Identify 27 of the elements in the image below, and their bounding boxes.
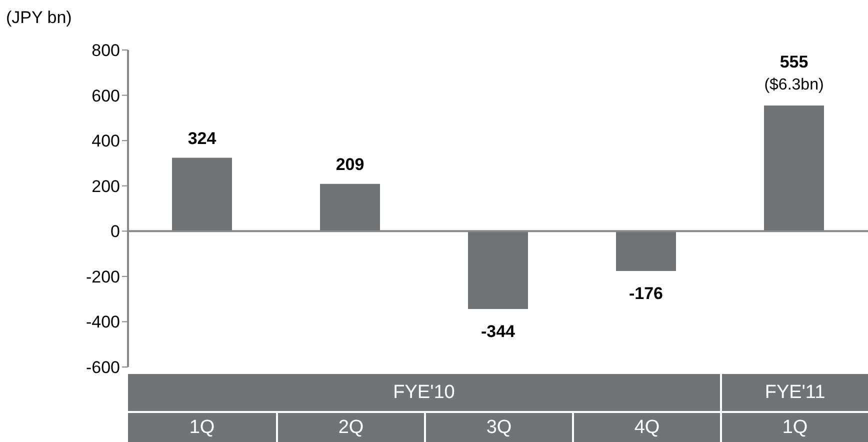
y-tick-label: -200 [86, 267, 120, 286]
bar [320, 184, 380, 232]
x-tick-label: 3Q [426, 413, 572, 442]
data-label: -344 [480, 322, 516, 342]
y-tick-label: -600 [86, 358, 120, 378]
y-tick-label: 0 [110, 222, 120, 242]
data-label: -176 [628, 284, 664, 303]
bar [616, 231, 676, 271]
data-label: 209 [336, 154, 364, 174]
bar [764, 105, 824, 232]
text: FYE'10 [128, 374, 720, 411]
bar [172, 158, 232, 232]
bar [468, 231, 528, 310]
x-tick-label: 4Q [574, 413, 720, 442]
y-tick-label: 800 [92, 41, 120, 60]
y-tick-label: 600 [92, 86, 120, 106]
x-tick-label: 1Q [722, 413, 868, 442]
x-tick-label: 1Q [128, 413, 276, 442]
data-label: 555 [780, 52, 808, 72]
y-axis-title: (JPY bn) [6, 8, 72, 28]
text: FYE'11 [722, 374, 868, 411]
annotation: ($6.3bn) [764, 76, 824, 94]
x-tick-label: 2Q [278, 413, 424, 442]
y-tick-label: 200 [92, 176, 120, 196]
y-tick-label: 400 [92, 132, 120, 151]
y-tick-label: -400 [86, 312, 120, 332]
data-label: 324 [188, 128, 217, 148]
